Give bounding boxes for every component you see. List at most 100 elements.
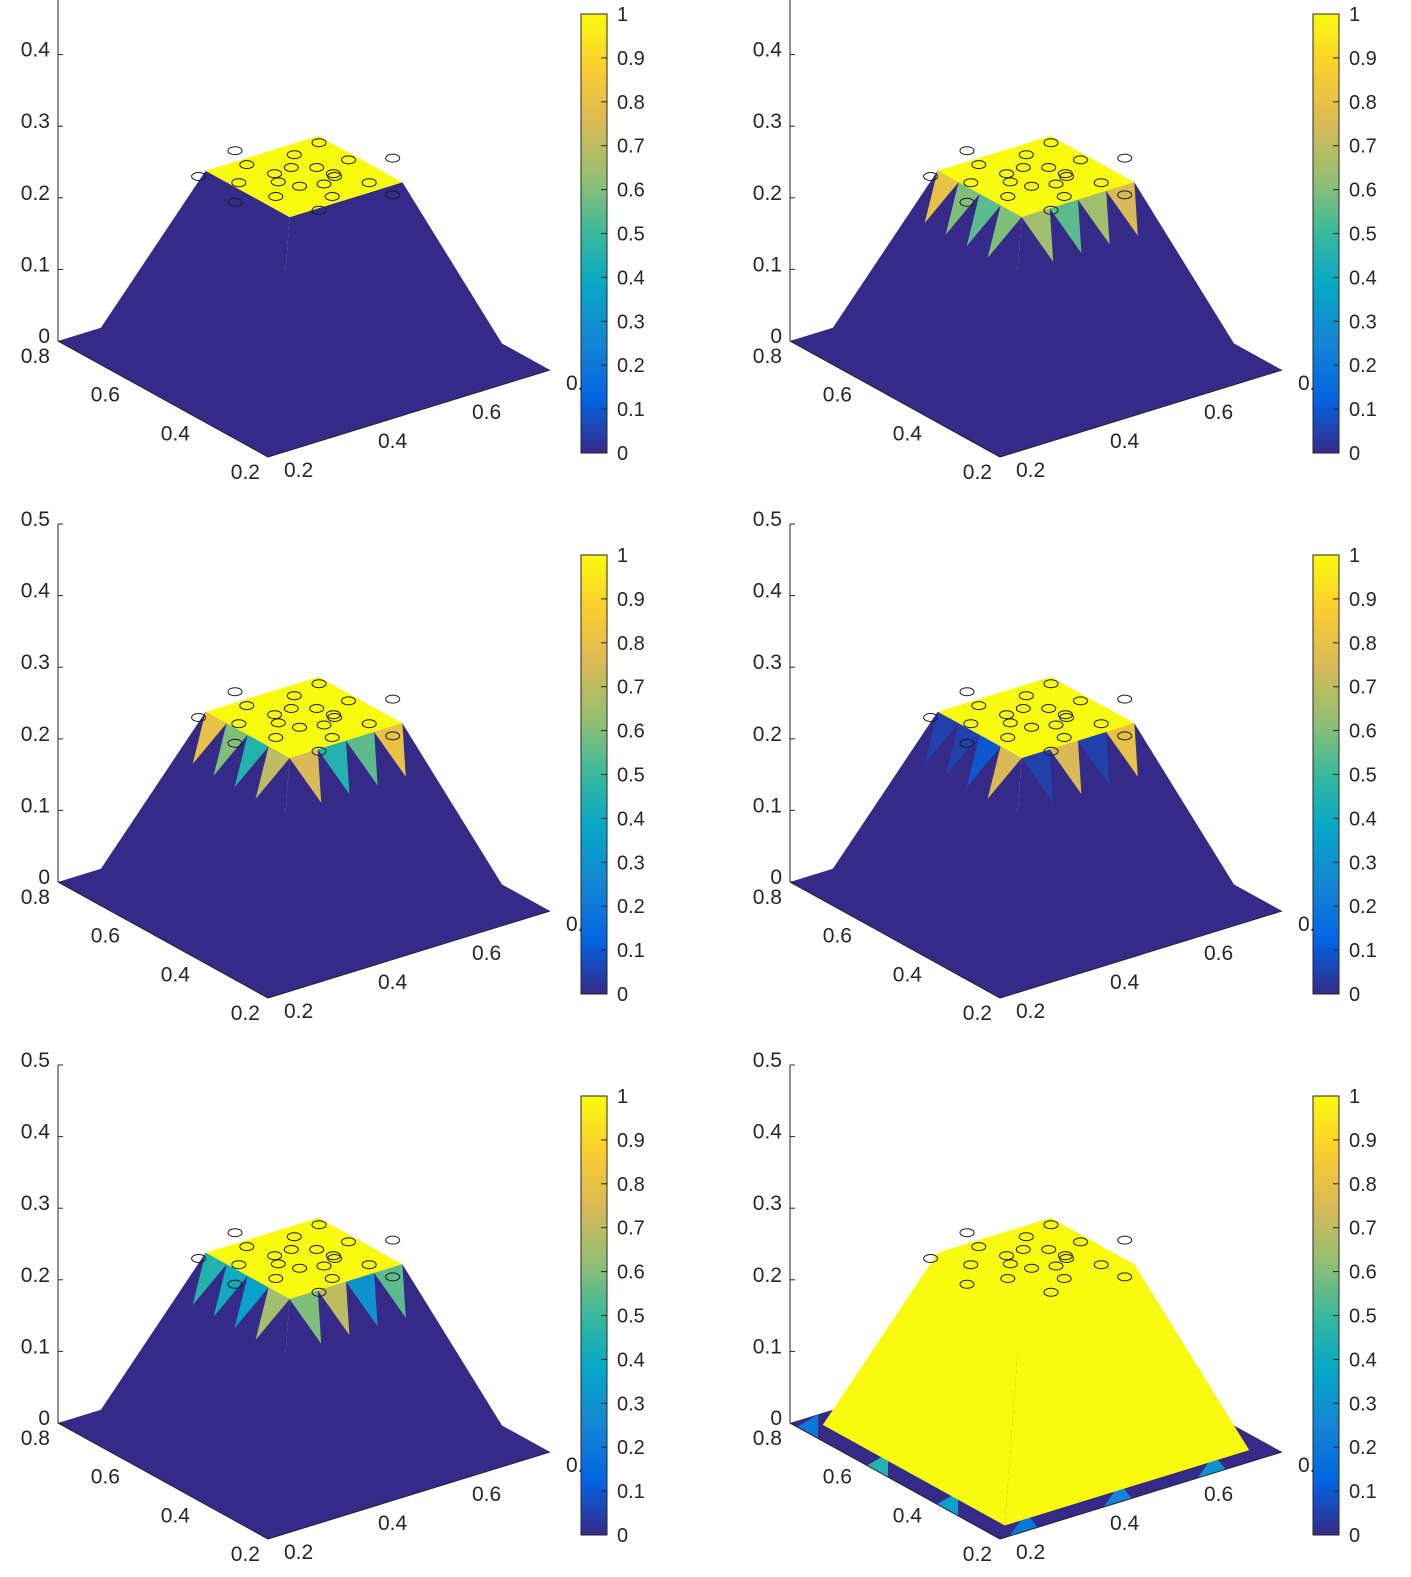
pattern-ellipse — [1018, 150, 1034, 160]
surface-side-face-right — [272, 1264, 518, 1526]
colorbar-tick-label: 0 — [617, 443, 628, 465]
colorbar-tick-label: 0.5 — [617, 765, 645, 787]
pattern-ellipse — [959, 687, 975, 697]
pattern-ellipse — [341, 155, 356, 165]
colorbar-tick-label: 0 — [1349, 443, 1360, 465]
y-tick-label: 0.6 — [823, 384, 852, 407]
colorbar-tick-label: 0.1 — [617, 1481, 645, 1503]
pattern-ellipse — [267, 169, 283, 179]
pattern-ellipse — [1057, 1251, 1073, 1261]
x-tick-label: 0.2 — [1016, 1541, 1045, 1564]
colorbar-tick-label: 0.4 — [1349, 808, 1377, 830]
pattern-ellipse — [999, 169, 1015, 179]
colorbar-tick-label: 0.2 — [1349, 355, 1377, 377]
y-tick-label: 0.4 — [893, 1504, 923, 1527]
colorbar-tick-label: 1 — [617, 545, 628, 567]
z-tick-label: 0.2 — [753, 182, 782, 205]
colorbar-tick-label: 0.4 — [1349, 1349, 1377, 1371]
z-tick-label: 0.1 — [21, 794, 50, 817]
pattern-ellipse — [971, 1242, 987, 1252]
pattern-ellipse — [1043, 1287, 1059, 1297]
pattern-ellipse — [923, 713, 939, 722]
pattern-ellipse — [325, 169, 341, 179]
x-tick-label: 0.6 — [1204, 401, 1233, 424]
colorbar-tick-label: 0.3 — [1349, 852, 1377, 874]
surface-panel-2: 0 0.1 0.2 0.3 0.4 0.5 0.2 0.4 0.6 0.8 0.2 0.4 0.6 0.8… — [753, 0, 1377, 484]
pattern-ellipse — [227, 1279, 243, 1289]
pattern-ellipse — [1041, 704, 1057, 713]
surface-top-face — [937, 1217, 1135, 1300]
x-axis-line — [999, 910, 1283, 999]
x-axis-line — [999, 1451, 1283, 1540]
y-tick-label: 0.2 — [231, 1002, 260, 1025]
pattern-ellipse — [267, 710, 283, 720]
pattern-ellipse — [239, 1242, 255, 1252]
colorbar-tick-label: 0.6 — [1349, 721, 1377, 743]
y-tick-label: 0.6 — [91, 384, 120, 407]
rim-patch — [192, 1252, 227, 1306]
floor-edge-patch — [1103, 1483, 1132, 1508]
pattern-ellipse — [361, 1260, 377, 1270]
colorbar-tick-label: 0.4 — [617, 808, 645, 830]
z-tick-label: 0 — [38, 1407, 50, 1430]
colorbar-tick-label: 0.8 — [617, 92, 645, 114]
colorbar-tick-label: 0.2 — [617, 896, 645, 918]
pattern-ellipse — [963, 178, 979, 188]
rim-patch — [289, 1290, 322, 1344]
rim-patch — [374, 723, 406, 777]
rim-patch — [213, 1264, 248, 1317]
y-tick-label: 0.4 — [161, 1504, 191, 1527]
pattern-ellipse — [309, 163, 325, 172]
pattern-ellipse — [191, 713, 207, 722]
pattern-ellipse — [283, 163, 299, 172]
z-tick-label: 0.5 — [753, 508, 782, 531]
pattern-ellipse — [1056, 733, 1072, 742]
surface-top-face — [205, 1217, 403, 1300]
colorbar-tick-label: 0.3 — [1349, 1393, 1377, 1415]
pattern-ellipse — [1024, 1263, 1040, 1273]
pattern-ellipse — [316, 720, 332, 730]
colorbar-tick-label: 1 — [1349, 545, 1360, 567]
pattern-ellipse — [959, 738, 975, 748]
x-tick-label: 0.6 — [472, 942, 501, 965]
z-tick-label: 0.3 — [21, 110, 50, 133]
pattern-ellipse — [1002, 718, 1018, 728]
x-tick-label: 0.4 — [1110, 430, 1140, 453]
pattern-ellipse — [385, 694, 401, 704]
surface-top-face — [937, 135, 1135, 218]
pattern-ellipse — [341, 696, 356, 706]
y-tick-label: 0.8 — [21, 1427, 50, 1450]
pattern-ellipse — [227, 687, 243, 697]
z-tick-label: 0.4 — [753, 39, 783, 62]
pattern-ellipse — [1043, 679, 1059, 689]
y-tick-label: 0.4 — [161, 422, 191, 445]
pattern-ellipse — [311, 1220, 327, 1230]
surface-side-face-left — [90, 170, 290, 444]
pattern-ellipse — [1117, 694, 1133, 704]
pattern-ellipse — [231, 719, 247, 729]
colorbar-tick-label: 0.4 — [617, 1349, 645, 1371]
pattern-ellipse — [1048, 1261, 1064, 1271]
colorbar-tick-label: 0 — [617, 984, 628, 1006]
pattern-ellipse — [1117, 190, 1133, 200]
surface-side-face-right — [1004, 723, 1250, 985]
pattern-ellipse — [1093, 178, 1109, 188]
pattern-ellipse — [959, 146, 975, 156]
floor-edge-patch — [797, 1414, 819, 1439]
y-axis-line — [789, 881, 1001, 999]
y-tick-label: 0.2 — [231, 461, 260, 484]
colorbar-tick-label: 0.7 — [1349, 677, 1377, 699]
pattern-ellipse — [270, 177, 286, 187]
colorbar-tick-label: 0.7 — [1349, 1218, 1377, 1240]
colorbar-tick-label: 0.5 — [1349, 765, 1377, 787]
x-tick-label: 0.6 — [472, 1483, 501, 1506]
x-axis-line — [267, 1451, 551, 1540]
colorbar-tick-label: 0.3 — [617, 1393, 645, 1415]
colorbar-tick-label: 0.9 — [617, 48, 645, 70]
z-tick-label: 0 — [770, 866, 782, 889]
colorbar-tick-label: 0 — [1349, 984, 1360, 1006]
pattern-ellipse — [1041, 163, 1057, 172]
y-tick-label: 0.2 — [231, 1543, 260, 1566]
pattern-ellipse — [1043, 205, 1059, 215]
y-axis-line — [57, 881, 269, 999]
